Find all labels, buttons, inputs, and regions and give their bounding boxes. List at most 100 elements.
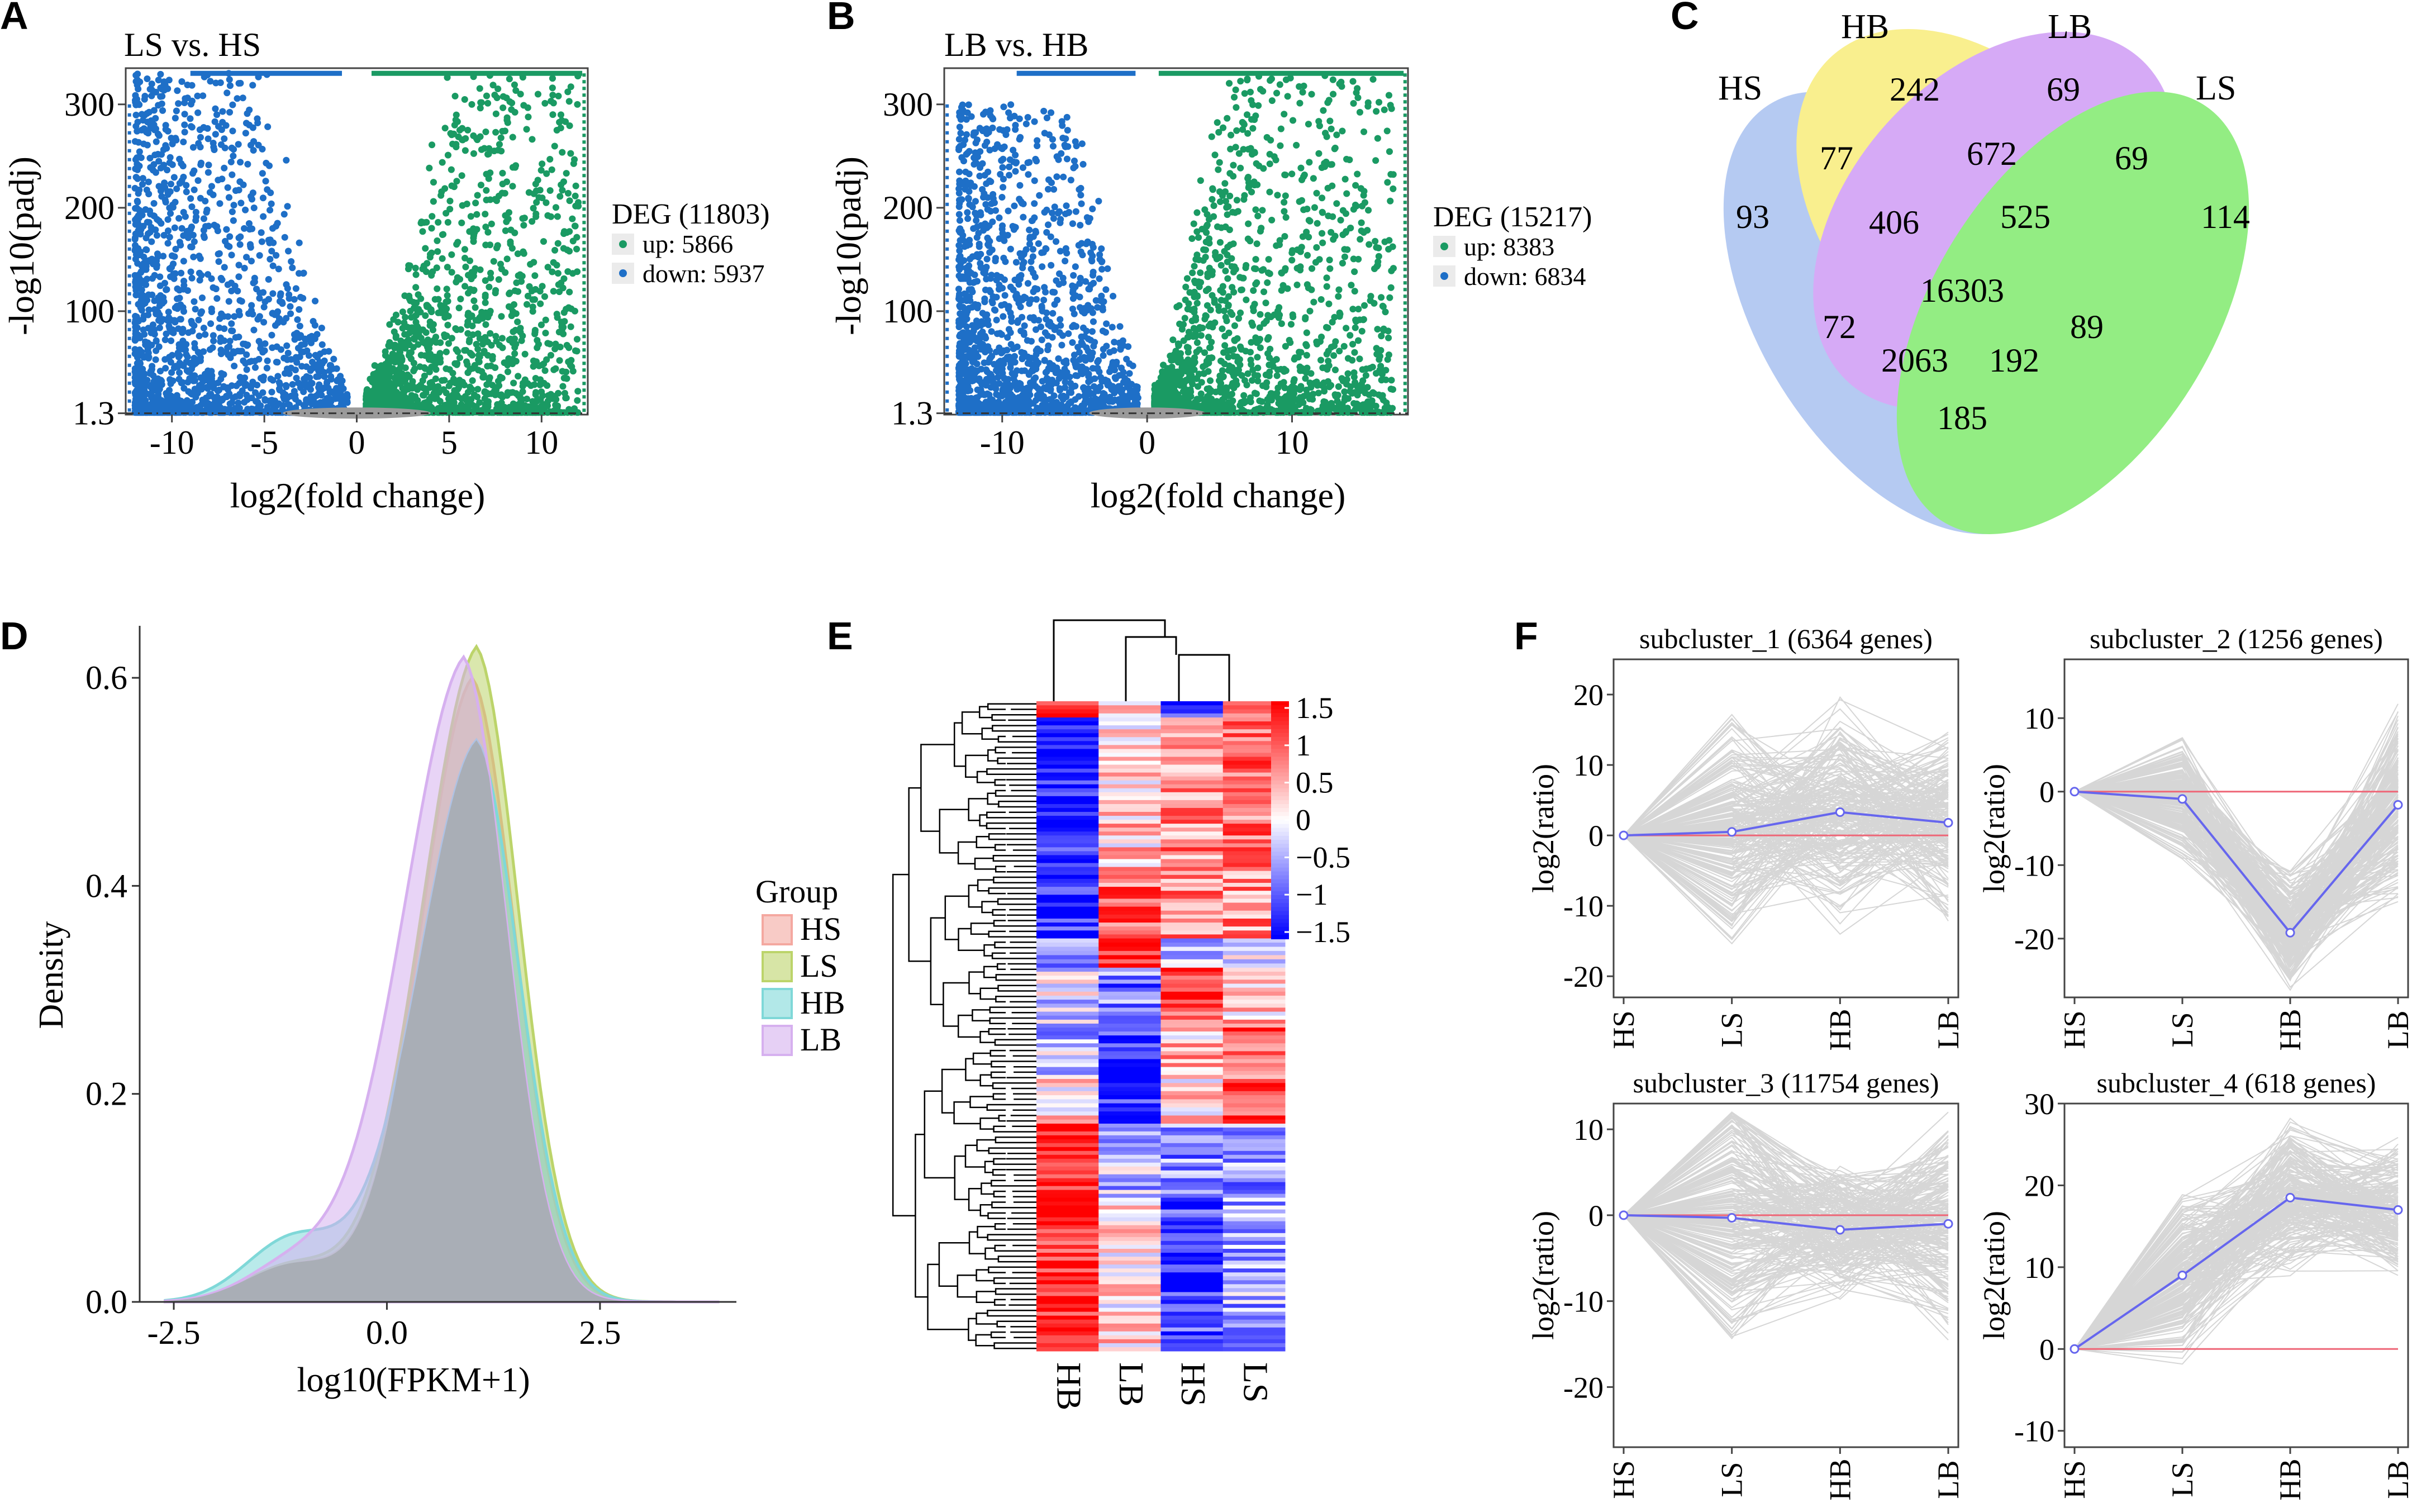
heatmap-cell [1098, 1261, 1161, 1265]
x-tick-label: 5 [441, 424, 458, 461]
heatmap-cell [1098, 1311, 1161, 1316]
colorbar-step [1271, 899, 1289, 904]
colorbar-step [1271, 855, 1289, 860]
heatmap-cell [1160, 839, 1224, 844]
heatmap-cell [1160, 1197, 1224, 1202]
heatmap-cell [1160, 1335, 1224, 1340]
heatmap-cell [1160, 803, 1224, 809]
heatmap-cell [1222, 1209, 1286, 1214]
centroid-point [2177, 1271, 2187, 1280]
heatmap-cell [1036, 1261, 1099, 1265]
heatmap-cell [1098, 1280, 1161, 1285]
heatmap-cell [1036, 980, 1099, 984]
x-tick-label: HS [1607, 1460, 1640, 1499]
heatmap-cell [1036, 1091, 1099, 1096]
heatmap-cell [1036, 784, 1099, 789]
y-tick-label: 100 [883, 293, 933, 330]
heatmap-cell [1098, 1244, 1161, 1249]
heatmap-cell [1160, 1257, 1224, 1261]
x-tick-label: LS [2166, 1012, 2199, 1047]
heatmap-cell [1222, 1186, 1286, 1191]
colorbar-step [1271, 816, 1289, 821]
heatmap-cell [1222, 1261, 1286, 1265]
centroid-point [1835, 807, 1845, 817]
heatmap-cell [1098, 1091, 1161, 1096]
heatmap-cell [1222, 987, 1286, 992]
heatmap-cell [1222, 705, 1286, 710]
heatmap-cell [1098, 1166, 1161, 1171]
venn-count-lb-ls: 69 [2115, 140, 2148, 177]
heatmap-cell [1098, 1083, 1161, 1088]
heatmap-cell [1098, 847, 1161, 852]
heatmap-cell [1036, 851, 1099, 855]
heatmap-cell [1098, 807, 1161, 812]
heatmap-cell [1036, 1000, 1099, 1004]
heatmap-cell [1098, 863, 1161, 868]
heatmap-cell [1036, 1095, 1099, 1100]
heatmap-cell [1036, 1131, 1099, 1136]
heatmap-cell [1098, 816, 1161, 820]
heatmap-cell [1160, 1083, 1224, 1088]
heatmap-cell [1222, 1182, 1286, 1187]
heatmap-cell [1160, 1000, 1224, 1004]
heatmap-cell [1160, 914, 1224, 919]
heatmap-cell [1160, 1311, 1224, 1316]
y-tick-label: 0 [2039, 1333, 2054, 1366]
heatmap-cell [1160, 855, 1224, 859]
heatmap-cell [1098, 1000, 1161, 1004]
heatmap-cell [1036, 959, 1099, 964]
colorbar-step [1271, 796, 1289, 801]
heatmap-cell [1160, 1205, 1224, 1210]
heatmap-cell [1222, 1253, 1286, 1257]
heatmap-cell [1222, 898, 1286, 904]
heatmap-cell [1036, 843, 1099, 848]
heatmap-cell [1160, 1158, 1224, 1163]
heatmap-cell [1160, 918, 1224, 923]
y-tick-label: 300 [64, 86, 115, 123]
heatmap-cell [1222, 859, 1286, 864]
heatmap-cell [1222, 1004, 1286, 1008]
heatmap-cell [1098, 1158, 1161, 1163]
heatmap-cell [1098, 1027, 1161, 1032]
x-tick-label: LB [2381, 1010, 2412, 1049]
heatmap-cell [1036, 1043, 1099, 1048]
colorbar-step [1271, 721, 1289, 726]
subplot-title: subcluster_4 (618 genes) [2097, 1067, 2376, 1099]
heatmap-cell [1222, 1221, 1286, 1226]
heatmap-cell [1160, 807, 1224, 812]
heatmap-cell [1098, 1162, 1161, 1167]
heatmap-cell [1222, 1304, 1286, 1309]
y-tick-label: 1.3 [73, 395, 115, 432]
heatmap-cell [1160, 959, 1224, 964]
heatmap-cell [1036, 717, 1099, 722]
colorbar-step [1271, 749, 1289, 754]
heatmap-cell [1222, 963, 1286, 968]
colorbar-tick-label: 0.5 [1296, 766, 1334, 800]
x-tick-label: -5 [250, 424, 278, 461]
legend-dot-up-a [619, 240, 627, 248]
heatmap-cell [1036, 768, 1099, 773]
heatmap-cell [1098, 776, 1161, 781]
heatmap-cell [1098, 1335, 1161, 1340]
heatmap-cell [1036, 1139, 1099, 1144]
heatmap-cell [1098, 1237, 1161, 1242]
heatmap-cell [1160, 1268, 1224, 1273]
heatmap-cell [1036, 1213, 1099, 1218]
colorbar-step [1271, 875, 1289, 880]
gene-profiles [2074, 1118, 2399, 1365]
heatmap-cell [1098, 1099, 1161, 1104]
centroid-point [1727, 1213, 1737, 1223]
heatmap-cell [1098, 1221, 1161, 1226]
heatmap-cell [1098, 934, 1161, 939]
colorbar-step [1271, 824, 1289, 829]
heatmap-cell [1160, 867, 1224, 872]
nonsig-points [283, 407, 431, 419]
heatmap-cell [1222, 930, 1286, 935]
heatmap-cell [1036, 1111, 1099, 1116]
heatmap-cell [1222, 835, 1286, 840]
heatmap-cell [1222, 947, 1286, 952]
heatmap-cell [1160, 1331, 1224, 1336]
heatmap-cell [1222, 906, 1286, 911]
y-tick-label: 10 [1573, 749, 1604, 782]
